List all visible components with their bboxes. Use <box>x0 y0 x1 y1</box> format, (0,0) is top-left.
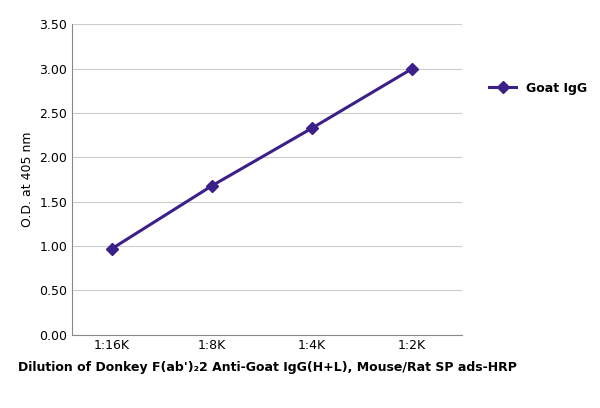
Goat IgG <box>109 246 116 251</box>
Goat IgG <box>409 67 416 71</box>
X-axis label: Dilution of Donkey F(ab')₂2 Anti-Goat IgG(H+L), Mouse/Rat SP ads-HRP: Dilution of Donkey F(ab')₂2 Anti-Goat Ig… <box>17 361 517 374</box>
Y-axis label: O.D. at 405 nm: O.D. at 405 nm <box>20 132 34 227</box>
Goat IgG <box>208 183 215 188</box>
Goat IgG <box>308 126 316 131</box>
Legend: Goat IgG: Goat IgG <box>484 77 592 100</box>
Line: Goat IgG: Goat IgG <box>108 64 416 253</box>
